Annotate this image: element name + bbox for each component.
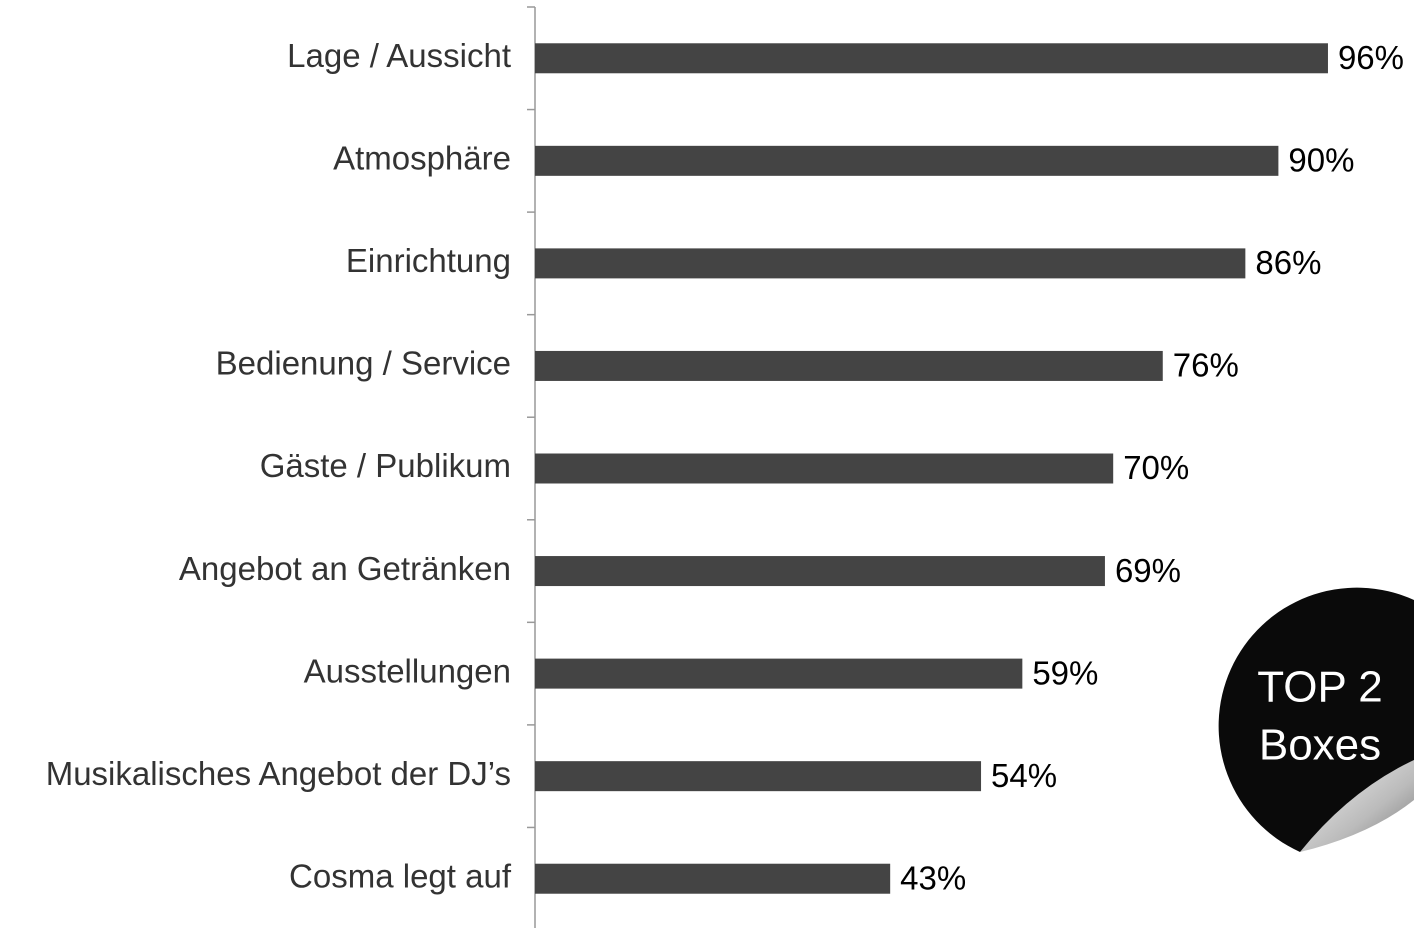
category-label: Gäste / Publikum	[260, 447, 511, 484]
bar	[535, 556, 1105, 587]
category-label: Cosma legt auf	[289, 857, 512, 894]
bar	[535, 248, 1246, 279]
value-label: 54%	[991, 757, 1057, 794]
category-label: Einrichtung	[346, 242, 511, 279]
value-label: 43%	[900, 859, 966, 896]
bar	[535, 43, 1328, 74]
value-label: 96%	[1338, 39, 1404, 76]
category-label: Bedienung / Service	[216, 345, 511, 382]
badge-text: Boxes	[1259, 721, 1381, 770]
bar	[535, 145, 1279, 176]
category-label: Angebot an Getränken	[179, 550, 511, 587]
value-label: 59%	[1032, 654, 1098, 691]
value-label: 69%	[1115, 552, 1181, 589]
bar	[535, 863, 891, 894]
badge	[1218, 587, 1414, 852]
value-label: 90%	[1288, 142, 1354, 179]
bar	[535, 453, 1114, 484]
badge-text: TOP 2	[1257, 663, 1383, 712]
category-label: Ausstellungen	[304, 652, 511, 689]
bar	[535, 761, 982, 792]
bar	[535, 658, 1023, 689]
bar	[535, 350, 1163, 381]
badge-disc	[1218, 587, 1414, 852]
value-label: 76%	[1173, 347, 1239, 384]
category-label: Atmosphäre	[333, 140, 511, 177]
value-label: 70%	[1123, 449, 1189, 486]
value-label: 86%	[1255, 244, 1321, 281]
category-label: Musikalisches Angebot der DJ’s	[46, 755, 511, 792]
badge-peel	[1300, 760, 1414, 852]
category-label: Lage / Aussicht	[287, 37, 511, 74]
